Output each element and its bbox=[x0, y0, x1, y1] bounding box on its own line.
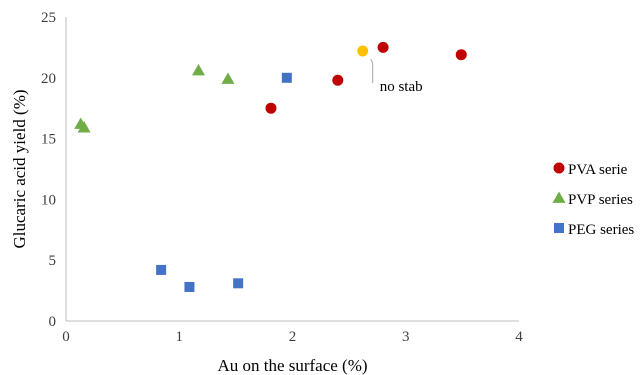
legend-marker bbox=[554, 223, 564, 233]
data-points bbox=[74, 41, 467, 292]
data-point bbox=[281, 72, 292, 83]
x-tick-label: 3 bbox=[402, 329, 410, 345]
legend-entry: PVP series bbox=[552, 191, 633, 208]
y-tick-label: 20 bbox=[41, 71, 56, 87]
legend-label: PVA serie bbox=[568, 162, 628, 178]
legend: PVA serie PVP series PEG series bbox=[552, 162, 634, 238]
data-point bbox=[455, 49, 467, 61]
data-point bbox=[156, 264, 167, 275]
legend-entry: PVA serie bbox=[553, 162, 628, 178]
x-tick-label: 2 bbox=[289, 329, 297, 345]
legend-marker bbox=[552, 191, 566, 203]
data-point bbox=[221, 72, 235, 84]
y-tick-label: 10 bbox=[41, 192, 56, 208]
x-tick-label: 1 bbox=[176, 329, 184, 345]
data-point bbox=[357, 45, 369, 57]
annotation-label: no stab bbox=[380, 79, 423, 95]
y-tick-label: 0 bbox=[49, 314, 57, 330]
y-tick-label: 15 bbox=[41, 132, 56, 148]
y-tick-label: 25 bbox=[41, 10, 56, 26]
y-tick-label: 5 bbox=[49, 253, 57, 269]
data-point bbox=[377, 41, 389, 53]
legend-marker bbox=[553, 162, 565, 174]
data-point bbox=[77, 121, 91, 133]
x-tick-label: 0 bbox=[62, 329, 70, 345]
annotations: no stab bbox=[370, 58, 423, 95]
legend-label: PEG series bbox=[568, 222, 634, 238]
annotation-leader-line bbox=[370, 58, 374, 84]
data-point bbox=[184, 281, 195, 292]
axes bbox=[65, 17, 519, 322]
tick-labels: 0 1 2 3 4 0 5 10 15 20 25 bbox=[41, 10, 523, 345]
x-tick-label: 4 bbox=[515, 329, 523, 345]
x-axis-title: Au on the surface (%) bbox=[217, 356, 367, 375]
data-point bbox=[192, 64, 206, 76]
y-axis-title: Glucaric acid yield (%) bbox=[10, 89, 29, 248]
data-point bbox=[233, 278, 244, 289]
data-point bbox=[265, 102, 277, 114]
legend-entry: PEG series bbox=[554, 222, 634, 238]
data-point bbox=[332, 74, 344, 86]
legend-label: PVP series bbox=[568, 192, 633, 208]
